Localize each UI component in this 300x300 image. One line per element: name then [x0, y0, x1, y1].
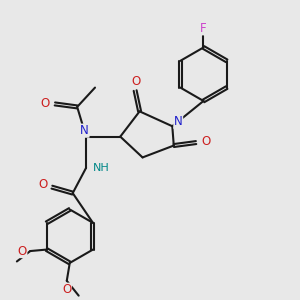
Text: F: F [200, 22, 207, 34]
Text: O: O [40, 97, 50, 110]
Text: O: O [38, 178, 48, 191]
Text: O: O [202, 136, 211, 148]
Text: N: N [174, 115, 183, 128]
Text: O: O [18, 244, 27, 258]
Text: N: N [80, 124, 89, 137]
Text: O: O [131, 75, 141, 88]
Text: O: O [62, 283, 71, 296]
Text: NH: NH [93, 164, 109, 173]
